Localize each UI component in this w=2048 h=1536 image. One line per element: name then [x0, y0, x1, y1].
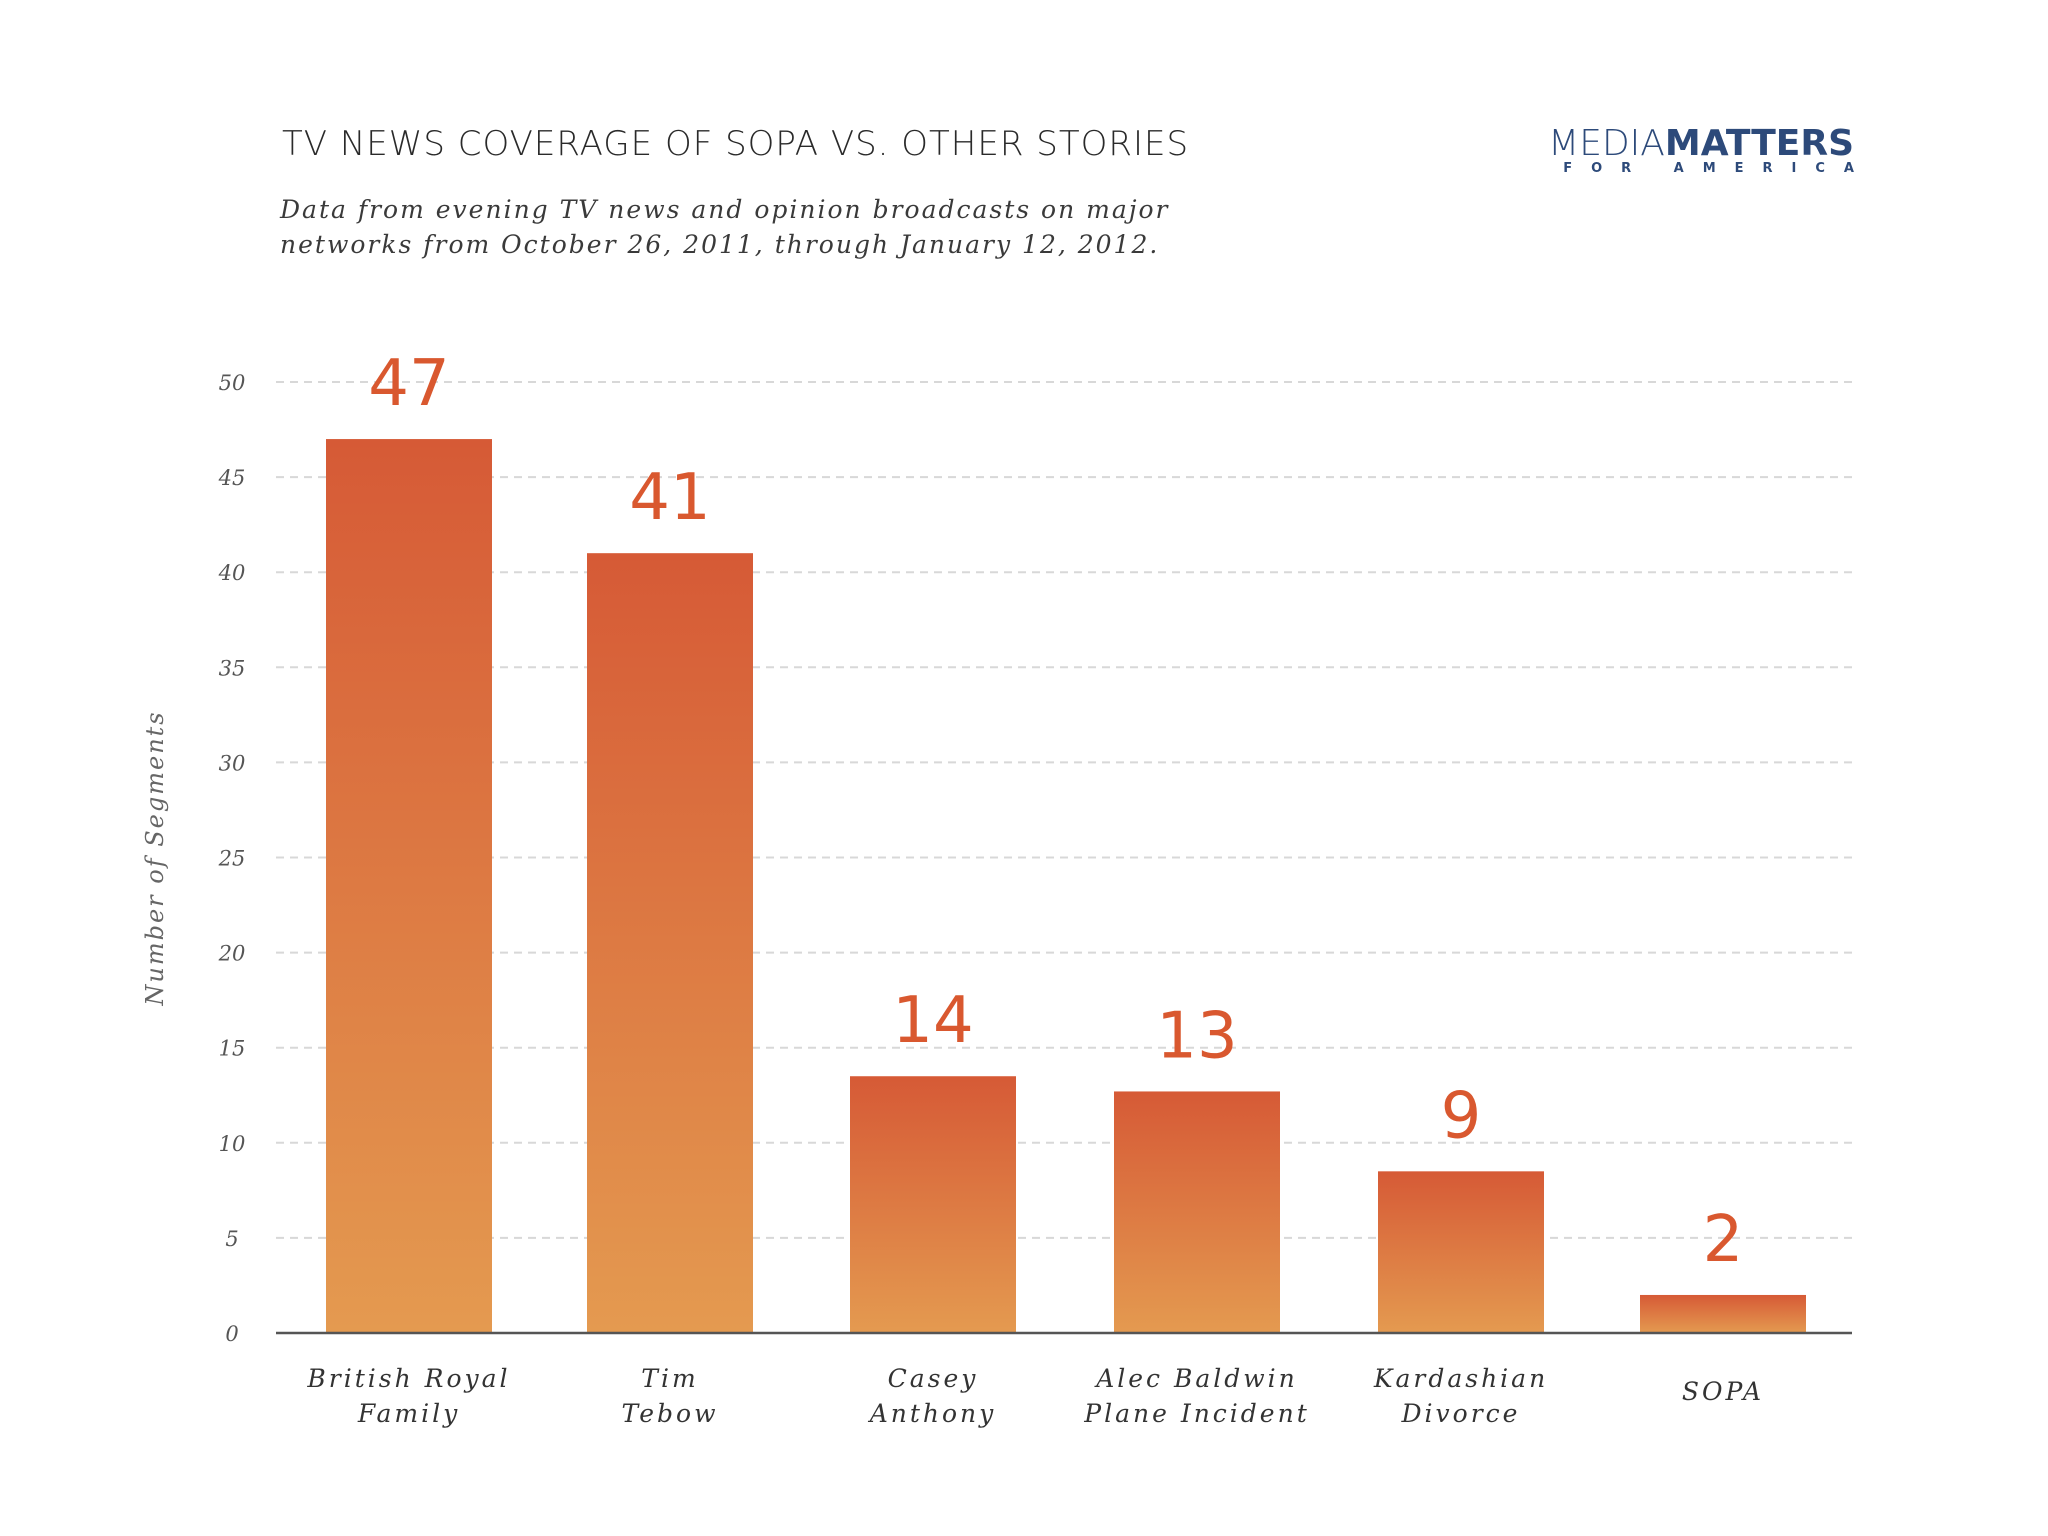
logo-word-media: MEDIA: [1548, 123, 1665, 164]
media-matters-logo: MEDIAMATTERS FOR AMERICA: [1548, 126, 1854, 176]
category-label: Tim: [641, 1364, 698, 1393]
bar: [1640, 1294, 1806, 1333]
y-tick-label: 20: [218, 942, 246, 966]
category-label: Tebow: [622, 1399, 719, 1428]
bar: [1378, 1171, 1544, 1333]
category-label: Divorce: [1401, 1399, 1521, 1428]
y-tick-label: 5: [225, 1227, 238, 1251]
gridlines: [276, 381, 1852, 1239]
y-tick-label: 50: [219, 371, 246, 395]
y-tick-label: 25: [218, 847, 246, 871]
y-tick-label: 40: [218, 561, 246, 585]
value-label: 13: [1156, 999, 1237, 1073]
value-label: 9: [1441, 1079, 1482, 1153]
category-label: Anthony: [868, 1399, 997, 1428]
category-label: Kardashian: [1373, 1364, 1548, 1393]
value-label: 41: [629, 461, 710, 535]
chart-title: TV NEWS COVERAGE OF SOPA VS. OTHER STORI…: [282, 124, 1190, 164]
value-label: 14: [892, 984, 973, 1058]
y-tick-label: 35: [219, 656, 246, 680]
category-label: Casey: [888, 1364, 979, 1393]
value-label: 2: [1703, 1203, 1744, 1277]
bar: [326, 439, 492, 1333]
y-axis-ticks: 0 5 10 15 20 25 30 35 40 45 50: [218, 371, 246, 1346]
y-tick-label: 30: [219, 751, 246, 775]
logo-tagline: FOR AMERICA: [1563, 161, 1873, 176]
value-labels: 47 41 14 13 9 2: [368, 347, 1743, 1277]
y-tick-label: 0: [225, 1322, 238, 1346]
logo-word-matters: MATTERS: [1664, 123, 1854, 164]
category-labels: British Royal Family Tim Tebow Casey Anthony A…: [306, 1364, 1764, 1428]
chart-subtitle: Data from evening TV news and opinion br…: [280, 195, 1170, 259]
bar: [587, 553, 753, 1333]
category-label: SOPA: [1682, 1377, 1764, 1406]
y-tick-label: 45: [218, 466, 246, 490]
logo-wordmark: MEDIAMATTERS: [1548, 126, 1854, 162]
y-axis-label: Number of Segments: [141, 710, 169, 1006]
category-label: Family: [357, 1399, 460, 1428]
category-label: British Royal: [306, 1364, 510, 1393]
y-tick-label: 15: [219, 1037, 246, 1061]
value-label: 47: [368, 347, 449, 421]
bars: [326, 439, 1806, 1333]
category-label: Plane Incident: [1083, 1399, 1309, 1428]
category-label: Alec Baldwin: [1094, 1364, 1298, 1393]
bar: [1114, 1091, 1280, 1333]
bar: [850, 1076, 1016, 1333]
y-tick-label: 10: [219, 1132, 246, 1156]
